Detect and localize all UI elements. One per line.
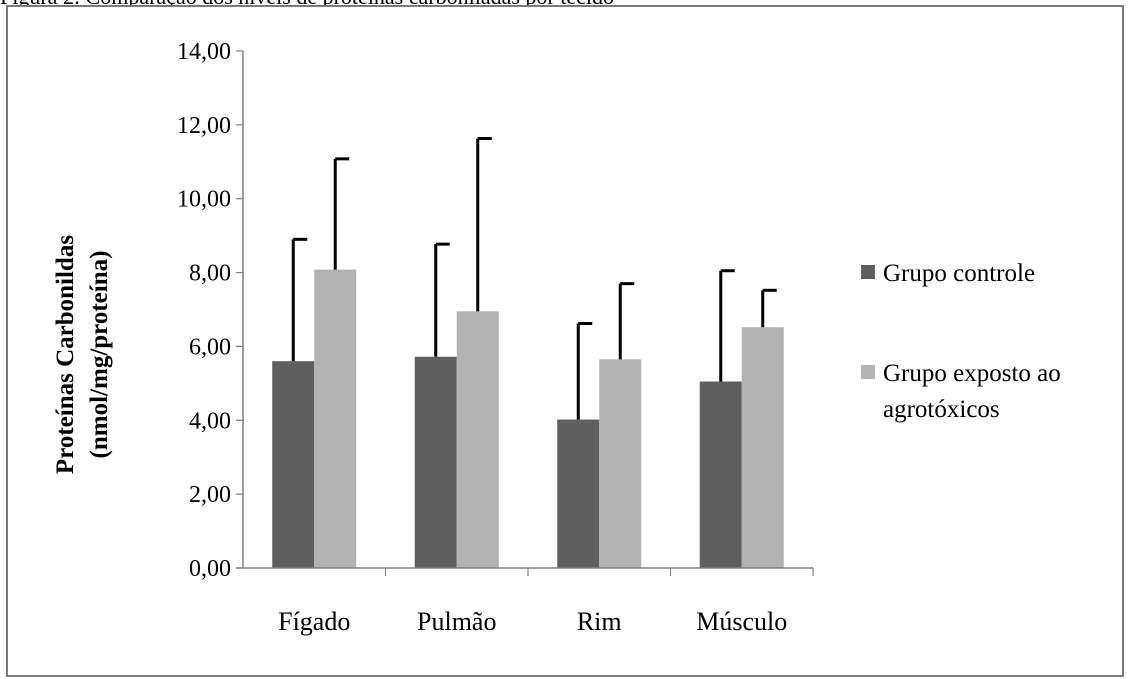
bar [314, 269, 357, 568]
bar [456, 311, 499, 568]
y-tick-label: 4,00 [189, 408, 231, 434]
y-tick-label: 14,00 [177, 39, 231, 65]
figure-caption: Figura 2: Comparação dos níveis de prote… [0, 0, 1132, 8]
y-axis-ticks: 0,00 2,00 4,00 6,00 8,00 10,00 12,00 14,00 [177, 39, 243, 582]
legend: Grupo controle Grupo exposto ao agrotóxico… [861, 260, 1061, 423]
chart-frame: 0,00 2,00 4,00 6,00 8,00 10,00 12,00 14,00 Fíga… [6, 5, 1124, 677]
y-tick-label: 2,00 [189, 482, 231, 508]
y-tick-label: 6,00 [189, 334, 231, 360]
legend-label: Grupo controle [883, 260, 1035, 287]
x-category-label: Pulmão [417, 607, 496, 636]
bar [741, 327, 784, 568]
bar-chart: 0,00 2,00 4,00 6,00 8,00 10,00 12,00 14,00 Fíga… [52, 39, 1061, 636]
y-axis-title: Proteínas Carbonildas (nmol/mg/proteína) [52, 235, 113, 474]
y-tick-label: 0,00 [189, 556, 231, 582]
bar [699, 381, 742, 568]
legend-label: Grupo exposto ao [883, 360, 1061, 387]
legend-swatch [861, 365, 875, 379]
y-axis-title-line: Proteínas Carbonildas [52, 235, 79, 474]
bar [557, 419, 600, 568]
legend-label-continued: agrotóxicos [883, 396, 1000, 423]
x-category-label: Músculo [696, 607, 787, 636]
x-category-label: Fígado [278, 607, 350, 636]
bar [414, 356, 457, 568]
y-tick-label: 12,00 [177, 113, 231, 139]
y-axis-title-line: (nmol/mg/proteína) [86, 251, 113, 459]
x-axis-labels: Fígado Pulmão Rim Músculo [278, 607, 787, 636]
bar [599, 359, 642, 568]
bars [272, 269, 784, 568]
legend-swatch [861, 265, 875, 279]
x-category-label: Rim [577, 607, 622, 636]
y-tick-label: 10,00 [177, 187, 231, 213]
bar [272, 361, 315, 568]
error-bars [291, 137, 777, 420]
axes [236, 51, 814, 576]
y-tick-label: 8,00 [189, 261, 231, 287]
